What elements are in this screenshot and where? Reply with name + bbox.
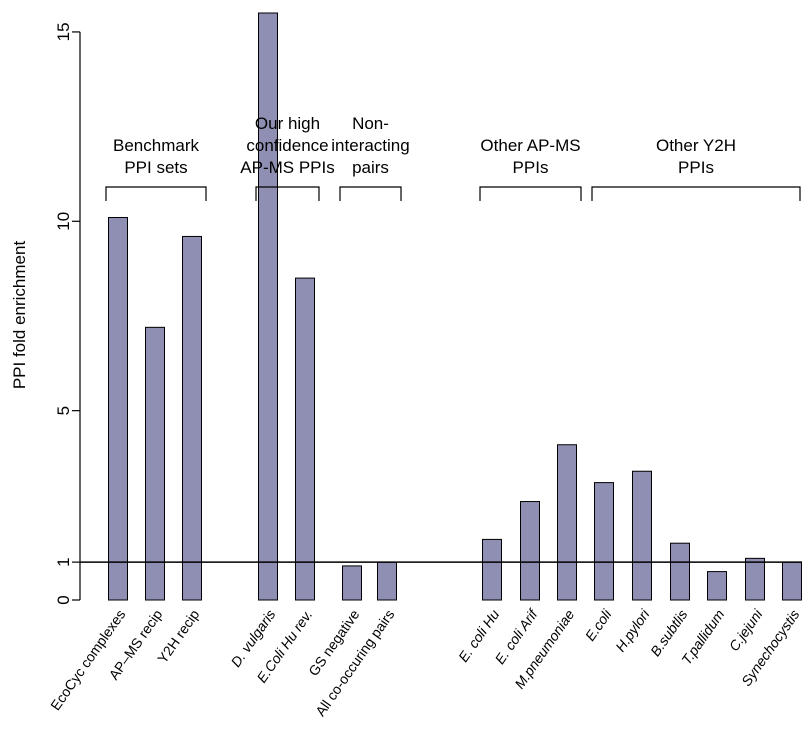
group-label: interacting [331, 136, 409, 155]
group-label: Other AP-MS [480, 136, 580, 155]
bar [557, 444, 577, 601]
bar [342, 565, 362, 601]
y-tick-label: 1 [54, 557, 73, 566]
category-label: E.coli [582, 606, 615, 644]
bar [670, 542, 690, 601]
bar [482, 538, 502, 601]
bar [745, 557, 765, 601]
bar [594, 482, 614, 601]
group-label: PPIs [513, 158, 549, 177]
bar [707, 571, 727, 601]
group-bracket [479, 186, 582, 201]
y-tick-label: 10 [54, 212, 73, 231]
group-label: pairs [352, 158, 389, 177]
group-label: Non- [352, 114, 389, 133]
bar [258, 12, 278, 601]
group-label: Our high [255, 114, 320, 133]
y-tick-label: 5 [54, 406, 73, 415]
bar [520, 501, 540, 601]
group-bracket [591, 186, 801, 201]
bar [182, 235, 202, 601]
group-label: Other Y2H [656, 136, 736, 155]
group-label: PPIs [678, 158, 714, 177]
category-label: H.pylori [612, 606, 653, 655]
group-label: PPI sets [124, 158, 187, 177]
bar [782, 561, 802, 601]
bar [295, 277, 315, 601]
group-label: AP-MS PPIs [240, 158, 334, 177]
group-bracket [255, 186, 320, 201]
bar [632, 470, 652, 601]
group-bracket [105, 186, 207, 201]
group-label: Benchmark [113, 136, 199, 155]
bars [108, 12, 802, 601]
bar [377, 561, 397, 601]
group-label: confidence [246, 136, 328, 155]
y-tick-label: 0 [54, 595, 73, 604]
group-brackets: Benchmark PPI sets Our high confidence AP-MS… [105, 114, 801, 201]
group-bracket [339, 186, 402, 201]
category-label: C.jejuni [726, 606, 766, 654]
bar [108, 217, 128, 601]
y-tick-label: 15 [54, 22, 73, 41]
y-axis-title: PPI fold enrichment [10, 241, 29, 390]
bar [145, 326, 165, 601]
